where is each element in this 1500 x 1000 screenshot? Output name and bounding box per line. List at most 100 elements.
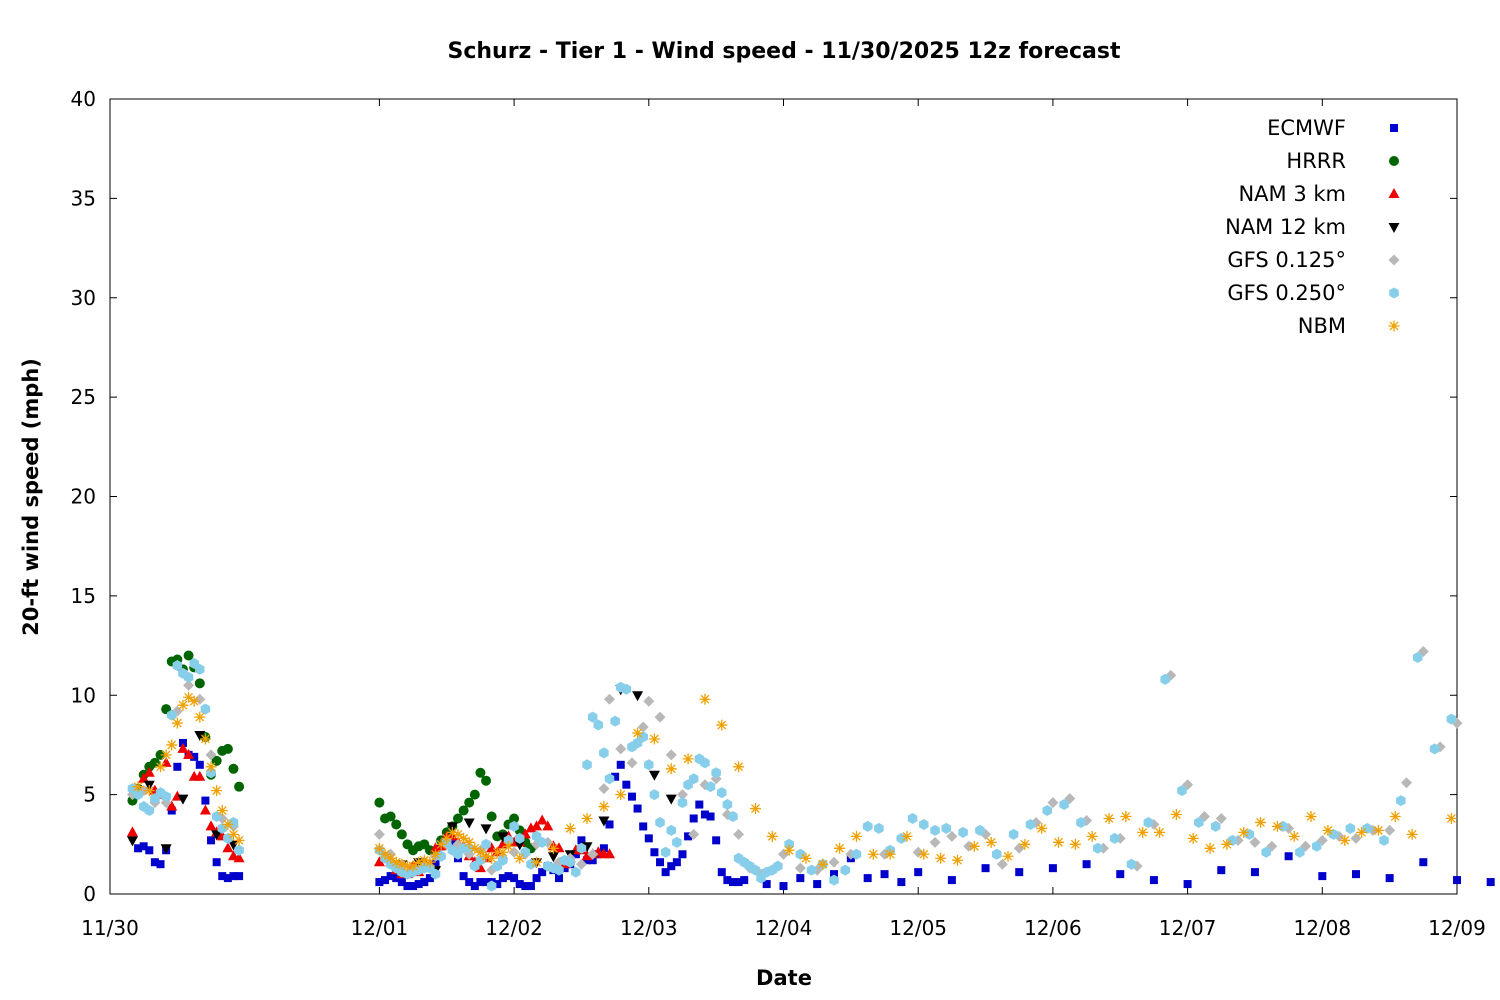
data-point — [145, 846, 154, 855]
data-point — [716, 719, 728, 731]
data-point — [194, 678, 205, 689]
data-point — [133, 789, 143, 801]
data-point — [480, 850, 492, 862]
data-point — [1059, 799, 1069, 811]
data-point — [425, 874, 434, 883]
data-point — [935, 852, 947, 864]
data-point — [1137, 826, 1149, 838]
data-point — [1372, 824, 1384, 836]
data-point — [465, 878, 474, 887]
data-point — [622, 780, 631, 789]
data-point — [194, 711, 206, 723]
data-point — [1002, 850, 1014, 862]
data-point — [420, 878, 429, 887]
data-point — [194, 770, 206, 781]
data-point — [205, 820, 217, 831]
data-point — [705, 781, 716, 793]
data-point — [126, 826, 138, 837]
y-tick-label: 30 — [71, 286, 96, 310]
data-point — [407, 860, 419, 872]
data-point — [177, 742, 189, 753]
data-point — [515, 880, 524, 889]
data-point — [733, 761, 745, 773]
y-tick-label: 15 — [71, 584, 96, 608]
data-point — [1328, 828, 1339, 840]
data-point — [901, 830, 913, 842]
data-point — [1396, 795, 1406, 807]
data-point — [514, 832, 525, 844]
data-point — [1215, 812, 1227, 824]
data-point — [143, 785, 155, 797]
data-point — [1015, 868, 1024, 877]
data-point — [482, 878, 491, 887]
data-point — [475, 767, 486, 778]
data-point — [1238, 826, 1250, 838]
data-point — [806, 864, 817, 876]
data-point — [463, 836, 475, 848]
data-point — [672, 858, 681, 867]
data-point — [502, 840, 514, 852]
data-point — [183, 650, 194, 661]
data-point — [947, 876, 956, 885]
data-point — [1305, 810, 1317, 822]
data-point — [409, 882, 418, 891]
data-point — [941, 822, 952, 834]
data-point — [458, 805, 469, 816]
data-point — [946, 830, 958, 842]
data-point — [396, 858, 408, 870]
data-point — [1221, 838, 1233, 850]
data-point — [918, 848, 930, 860]
data-point — [1244, 828, 1255, 840]
data-point — [817, 858, 829, 870]
data-point — [177, 794, 189, 805]
data-point — [469, 842, 481, 854]
data-point — [1385, 874, 1394, 883]
data-point — [665, 749, 677, 761]
data-point — [1160, 673, 1170, 685]
data-point — [228, 816, 239, 828]
data-point — [134, 844, 143, 853]
legend-label: GFS 0.250° — [1227, 281, 1346, 305]
data-point — [375, 878, 384, 887]
data-point — [733, 828, 745, 840]
data-point — [677, 797, 688, 809]
data-point — [132, 781, 144, 793]
data-point — [493, 880, 502, 889]
data-point — [547, 842, 559, 854]
y-tick-label: 5 — [83, 783, 96, 807]
data-point — [497, 846, 509, 858]
data-point — [542, 820, 554, 831]
x-axis-title: Date — [756, 966, 812, 990]
data-point — [643, 695, 655, 707]
data-point — [749, 803, 761, 815]
data-point — [678, 850, 687, 859]
data-point — [396, 829, 407, 840]
data-point — [750, 864, 761, 876]
data-point — [587, 848, 599, 860]
data-point — [1400, 777, 1412, 789]
legend-marker — [1388, 188, 1400, 198]
data-point — [177, 699, 189, 711]
data-point — [778, 848, 789, 860]
data-point — [1271, 820, 1283, 832]
x-tick-label: 12/01 — [351, 916, 409, 940]
data-point — [655, 816, 665, 828]
data-point — [385, 852, 397, 864]
data-point — [228, 763, 239, 774]
data-point — [161, 791, 171, 803]
data-point — [195, 663, 205, 675]
data-point — [1322, 824, 1334, 836]
data-point — [682, 753, 694, 765]
data-point — [728, 878, 737, 887]
data-point — [183, 671, 194, 683]
data-point — [526, 882, 535, 891]
data-point — [740, 876, 749, 885]
x-tick-label: 11/30 — [81, 916, 139, 940]
data-point — [615, 743, 627, 755]
data-point — [665, 794, 677, 805]
data-point — [521, 882, 530, 891]
x-tick-label: 12/07 — [1159, 916, 1217, 940]
data-point — [223, 832, 233, 844]
data-point — [190, 752, 199, 761]
data-point — [829, 874, 839, 886]
